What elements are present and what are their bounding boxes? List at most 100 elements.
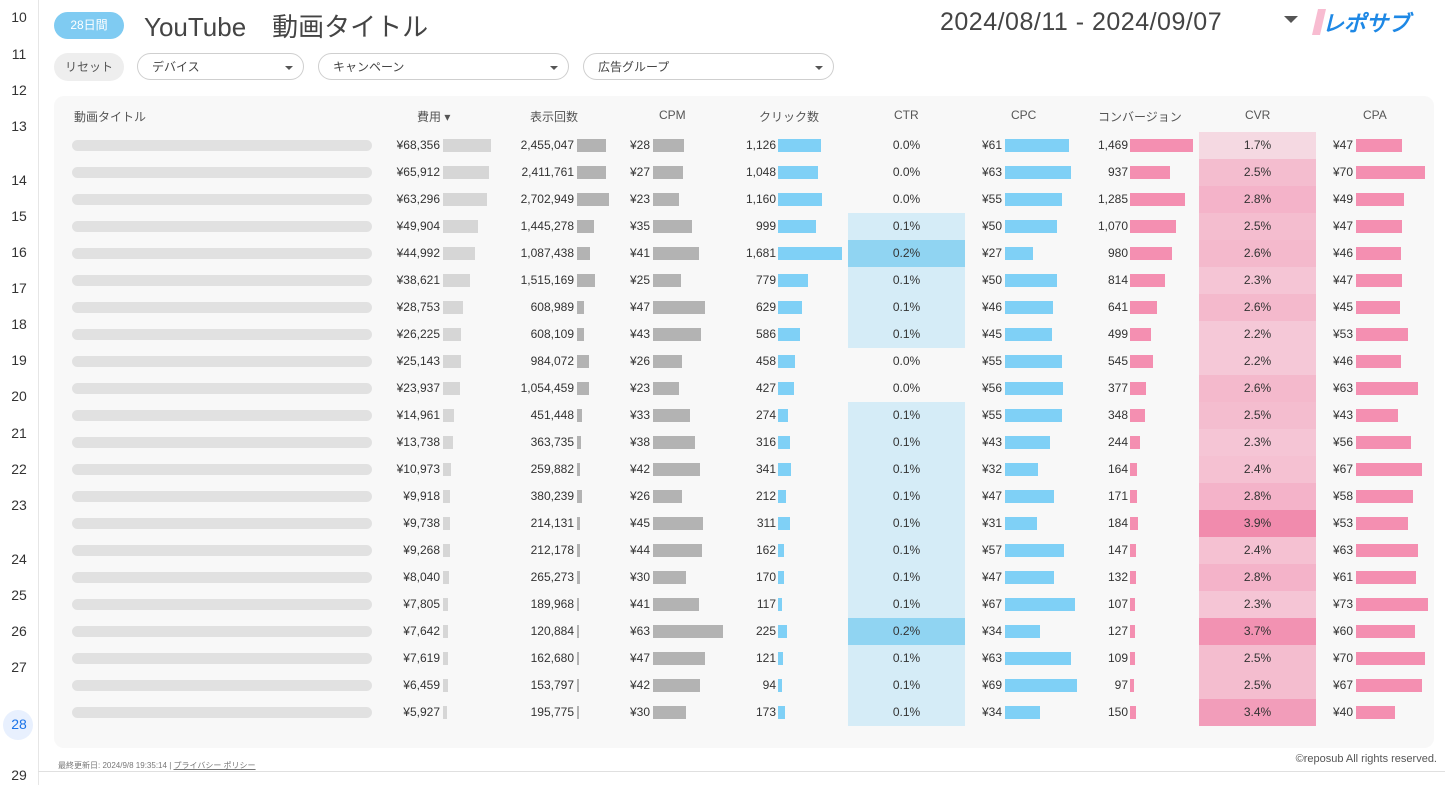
video-title-blurred[interactable] xyxy=(72,599,372,610)
row-number[interactable]: 15 xyxy=(11,208,27,224)
device-filter[interactable]: デバイス xyxy=(137,53,304,80)
video-title-blurred[interactable] xyxy=(72,329,372,340)
table-row[interactable]: ¥7,619 162,680 ¥47 121 0.1% ¥63 109 2.5% ¥70 xyxy=(54,645,1434,672)
cpm-bar xyxy=(653,301,706,314)
cpc-bar xyxy=(1005,220,1058,233)
video-title-blurred[interactable] xyxy=(72,653,372,664)
video-title-blurred[interactable] xyxy=(72,707,372,718)
period-badge[interactable]: 28日間 xyxy=(54,12,124,39)
video-title-blurred[interactable] xyxy=(72,194,372,205)
row-number[interactable]: 18 xyxy=(11,316,27,332)
row-number[interactable]: 23 xyxy=(11,497,27,513)
row-number[interactable]: 13 xyxy=(11,118,27,134)
row-number[interactable]: 25 xyxy=(11,587,27,603)
table-row[interactable]: ¥23,937 1,054,459 ¥23 427 0.0% ¥56 377 2.6% ¥63 xyxy=(54,375,1434,402)
clicks-value: 316 xyxy=(755,435,776,449)
table-row[interactable]: ¥49,904 1,445,278 ¥35 999 0.1% ¥50 1,070 2.5% ¥4… xyxy=(54,213,1434,240)
table-row[interactable]: ¥10,973 259,882 ¥42 341 0.1% ¥32 164 2.4% ¥67 xyxy=(54,456,1434,483)
date-range[interactable]: 2024/08/11 - 2024/09/07 xyxy=(940,8,1223,36)
column-header-clicks[interactable]: クリック数 xyxy=(759,110,820,124)
video-title-blurred[interactable] xyxy=(72,464,372,475)
cpm-bar xyxy=(653,274,681,287)
row-number[interactable]: 21 xyxy=(11,425,27,441)
cpc-bar xyxy=(1005,436,1050,449)
row-number[interactable]: 10 xyxy=(11,9,27,25)
table-row[interactable]: ¥65,912 2,411,761 ¥27 1,048 0.0% ¥63 937 2.5% ¥7… xyxy=(54,159,1434,186)
row-number[interactable]: 11 xyxy=(11,46,27,62)
row-number[interactable]: 16 xyxy=(11,244,27,260)
column-header-cpm[interactable]: CPM xyxy=(659,108,686,122)
video-title-blurred[interactable] xyxy=(72,221,372,232)
conversions-value: 1,285 xyxy=(1097,192,1128,206)
cpm-bar xyxy=(653,517,703,530)
column-header-ctr[interactable]: CTR xyxy=(894,108,919,122)
impressions-bar xyxy=(577,328,585,341)
column-header-cost[interactable]: 費用 ▾ xyxy=(417,110,451,124)
table-row[interactable]: ¥7,805 189,968 ¥41 117 0.1% ¥67 107 2.3% ¥73 xyxy=(54,591,1434,618)
table-row[interactable]: ¥7,642 120,884 ¥63 225 0.2% ¥34 127 3.7% ¥60 xyxy=(54,618,1434,645)
video-title-blurred[interactable] xyxy=(72,383,372,394)
row-number[interactable]: 14 xyxy=(11,172,27,188)
row-number[interactable]: 26 xyxy=(11,623,27,639)
row-number[interactable]: 20 xyxy=(11,388,27,404)
video-title-blurred[interactable] xyxy=(72,248,372,259)
conversions-bar xyxy=(1130,328,1152,341)
table-row[interactable]: ¥68,356 2,455,047 ¥28 1,126 0.0% ¥61 1,469 1.7%… xyxy=(54,132,1434,159)
ad-group-filter[interactable]: 広告グループ xyxy=(583,53,834,80)
video-title-blurred[interactable] xyxy=(72,680,372,691)
cvr-heat-cell xyxy=(1199,267,1316,294)
table-row[interactable]: ¥63,296 2,702,949 ¥23 1,160 0.0% ¥55 1,285 2.8%… xyxy=(54,186,1434,213)
table-row[interactable]: ¥9,738 214,131 ¥45 311 0.1% ¥31 184 3.9% ¥53 xyxy=(54,510,1434,537)
video-title-blurred[interactable] xyxy=(72,167,372,178)
video-title-blurred[interactable] xyxy=(72,275,372,286)
table-row[interactable]: ¥38,621 1,515,169 ¥25 779 0.1% ¥50 814 2.3% ¥47 xyxy=(54,267,1434,294)
video-title-blurred[interactable] xyxy=(72,140,372,151)
video-title-blurred[interactable] xyxy=(72,518,372,529)
table-row[interactable]: ¥9,268 212,178 ¥44 162 0.1% ¥57 147 2.4% ¥63 xyxy=(54,537,1434,564)
video-title-blurred[interactable] xyxy=(72,626,372,637)
date-range-dropdown-icon[interactable] xyxy=(1284,16,1298,23)
video-title-blurred[interactable] xyxy=(72,572,372,583)
video-title-blurred[interactable] xyxy=(72,545,372,556)
video-title-blurred[interactable] xyxy=(72,410,372,421)
row-number[interactable]: 17 xyxy=(11,280,27,296)
cpc-value: ¥55 xyxy=(982,192,1003,206)
table-row[interactable]: ¥8,040 265,273 ¥30 170 0.1% ¥47 132 2.8% ¥61 xyxy=(54,564,1434,591)
table-row[interactable]: ¥26,225 608,109 ¥43 586 0.1% ¥45 499 2.2% ¥53 xyxy=(54,321,1434,348)
video-title-blurred[interactable] xyxy=(72,302,372,313)
column-header-title[interactable]: 動画タイトル xyxy=(74,110,147,124)
cpm-bar xyxy=(653,598,699,611)
cost-bar xyxy=(443,274,471,287)
reset-button[interactable]: リセット xyxy=(54,53,124,81)
video-title-blurred[interactable] xyxy=(72,356,372,367)
conversions-bar xyxy=(1130,382,1147,395)
row-number[interactable]: 12 xyxy=(11,82,27,98)
table-row[interactable]: ¥44,992 1,087,438 ¥41 1,681 0.2% ¥27 980 2.6% ¥4… xyxy=(54,240,1434,267)
row-number[interactable]: 29 xyxy=(11,767,27,783)
table-row[interactable]: ¥13,738 363,735 ¥38 316 0.1% ¥43 244 2.3% ¥56 xyxy=(54,429,1434,456)
clicks-value: 779 xyxy=(755,273,776,287)
column-header-cpc[interactable]: CPC xyxy=(1011,108,1037,122)
table-row[interactable]: ¥28,753 608,989 ¥47 629 0.1% ¥46 641 2.6% ¥45 xyxy=(54,294,1434,321)
row-number[interactable]: 28 xyxy=(11,716,27,732)
campaign-filter[interactable]: キャンペーン xyxy=(318,53,569,80)
column-header-conversions[interactable]: コンバージョン xyxy=(1098,110,1182,124)
table-row[interactable]: ¥9,918 380,239 ¥26 212 0.1% ¥47 171 2.8% ¥58 xyxy=(54,483,1434,510)
row-number[interactable]: 24 xyxy=(11,551,27,567)
impressions-bar xyxy=(577,436,582,449)
column-header-cpa[interactable]: CPA xyxy=(1363,108,1387,122)
cvr-heat-cell xyxy=(1199,537,1316,564)
table-row[interactable]: ¥14,961 451,448 ¥33 274 0.1% ¥55 348 2.5% ¥43 xyxy=(54,402,1434,429)
row-number[interactable]: 27 xyxy=(11,659,27,675)
table-row[interactable]: ¥6,459 153,797 ¥42 94 0.1% ¥69 97 2.5% ¥67 xyxy=(54,672,1434,699)
table-row[interactable]: ¥25,143 984,072 ¥26 458 0.0% ¥55 545 2.2% ¥46 xyxy=(54,348,1434,375)
table-row[interactable]: ¥5,927 195,775 ¥30 173 0.1% ¥34 150 3.4% ¥40 xyxy=(54,699,1434,726)
video-title-blurred[interactable] xyxy=(72,437,372,448)
row-number[interactable]: 19 xyxy=(11,352,27,368)
privacy-policy-link[interactable]: プライバシー ポリシー xyxy=(173,761,256,770)
column-header-cvr[interactable]: CVR xyxy=(1245,108,1271,122)
conversions-bar xyxy=(1130,274,1165,287)
column-header-impressions[interactable]: 表示回数 xyxy=(530,110,579,124)
video-title-blurred[interactable] xyxy=(72,491,372,502)
row-number[interactable]: 22 xyxy=(11,461,27,477)
